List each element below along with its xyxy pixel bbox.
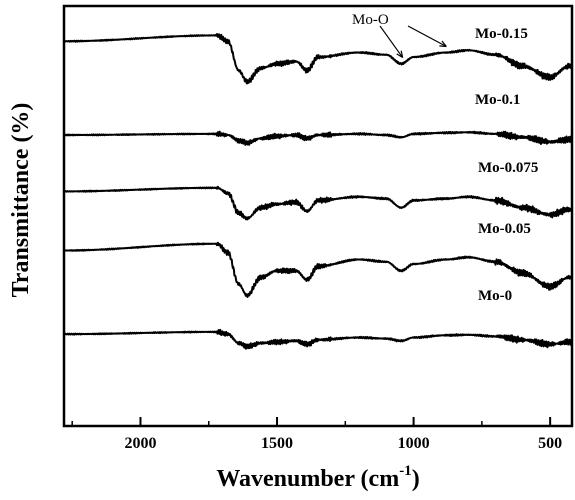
x-axis-title-text: Wavenumber (cm (216, 466, 399, 492)
series-group: Mo-0.15 Mo-0.1 Mo-0.075 Mo-0.05 Mo-0 (63, 26, 573, 350)
annotation-arrow (407, 25, 447, 48)
series-label: Mo-0.15 (475, 26, 528, 42)
series-label: Mo-0 (478, 288, 512, 304)
x-axis-title: Wavenumber (cm-1) (216, 463, 419, 492)
series-line-mo-0-05 (63, 241, 573, 298)
annotation-label: Mo-O (352, 12, 389, 28)
x-tick-label: 1000 (398, 435, 430, 452)
plot-frame (62, 4, 574, 428)
annotation-arrowhead (439, 40, 447, 48)
series-line-mo-0-15 (63, 33, 573, 85)
annotation-arrowhead (396, 50, 404, 59)
x-axis-ticks: 2000 1500 1000 500 (71, 417, 562, 452)
series-line-mo-0-1 (63, 130, 573, 146)
mo-o-annotation: Mo-O (352, 12, 447, 59)
x-tick-label: 2000 (124, 435, 156, 452)
x-axis-title-superscript: -1 (399, 463, 412, 479)
annotation-arrow (379, 25, 404, 58)
series-label: Mo-0.075 (478, 160, 538, 176)
x-axis-title-close: ) (412, 466, 420, 492)
series-label: Mo-0.05 (478, 221, 531, 237)
series-line-mo-0 (63, 328, 573, 350)
x-tick-label: 500 (538, 435, 562, 452)
y-axis-title: Transmittance (%) (8, 103, 34, 298)
series-line-mo-0-075 (63, 185, 573, 221)
x-tick-label: 1500 (261, 435, 293, 452)
series-label: Mo-0.1 (475, 92, 520, 108)
